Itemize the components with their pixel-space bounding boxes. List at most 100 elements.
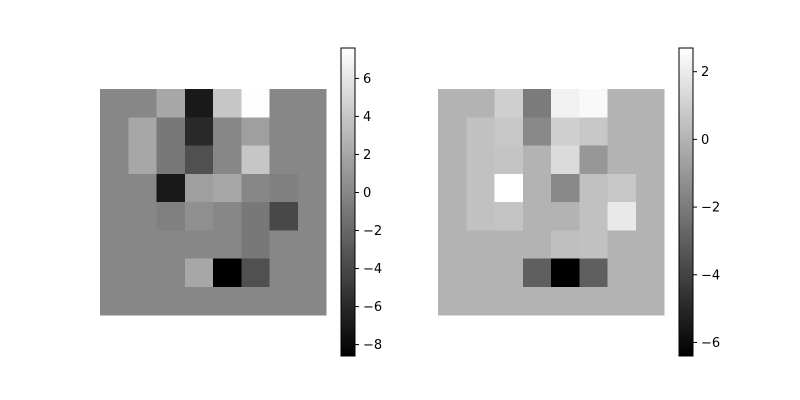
heatmap-cell — [635, 286, 665, 316]
colorbar-tick-label: 0 — [701, 133, 709, 148]
colorbar-tick-label: 2 — [363, 148, 371, 163]
heatmap-cell — [241, 202, 270, 231]
heatmap-cell — [438, 230, 467, 259]
heatmap-cell — [466, 258, 495, 288]
heatmap-cell — [494, 230, 524, 259]
heatmap-cell — [213, 145, 242, 175]
heatmap-cell — [494, 286, 524, 316]
heatmap-cell — [128, 173, 157, 203]
colorbar-right: −6 −4 −2 0 2 — [678, 47, 720, 357]
heatmap-cell — [466, 173, 495, 203]
heatmap-cell — [579, 145, 608, 175]
heatmap-cell — [100, 286, 129, 316]
heatmap-cell — [269, 117, 299, 146]
colorbar-tick-label: −4 — [701, 268, 720, 283]
heatmap-cell — [269, 202, 299, 231]
heatmap-cell — [607, 173, 637, 203]
heatmap-cell — [213, 286, 242, 316]
colorbar-tick-label: 2 — [701, 65, 709, 80]
heatmap-cell — [438, 173, 467, 203]
heatmap-cell — [522, 89, 552, 118]
heatmap-cell — [494, 117, 524, 146]
colorbar-tick-label: −2 — [701, 201, 720, 216]
heatmap-cell — [579, 117, 608, 146]
heatmap-cell — [635, 145, 665, 175]
heatmap-cell — [269, 89, 299, 118]
heatmap-cell — [297, 117, 327, 146]
heatmap-cell — [297, 258, 327, 288]
heatmap-cell — [128, 258, 157, 288]
heatmap-cell — [128, 202, 157, 231]
heatmap-cell — [156, 173, 186, 203]
colorbar-tick-label: −8 — [363, 338, 382, 353]
heatmap-cell — [438, 202, 467, 231]
colorbar-tick-label: −6 — [363, 300, 382, 315]
heatmap-cell — [184, 117, 214, 146]
heatmap-cell — [635, 258, 665, 288]
colorbar-tick-label: −4 — [363, 262, 382, 277]
heatmap-cell — [551, 286, 580, 316]
heatmap-cell — [184, 230, 214, 259]
heatmap-cell — [551, 117, 580, 146]
heatmap-cell — [297, 89, 327, 118]
heatmap-cell — [297, 286, 327, 316]
heatmap-cell — [297, 145, 327, 175]
colorbar-tick-label: 4 — [363, 110, 371, 125]
heatmap-cell — [269, 230, 299, 259]
colorbar-tick-label: 0 — [363, 186, 371, 201]
heatmap-cell — [241, 145, 270, 175]
heatmap-cell — [522, 286, 552, 316]
heatmap-right — [438, 89, 665, 316]
heatmap-cell — [241, 230, 270, 259]
heatmap-cell — [551, 258, 580, 288]
heatmap-cell — [579, 173, 608, 203]
heatmap-cell — [213, 89, 242, 118]
heatmap-cell — [269, 258, 299, 288]
heatmap-cell — [184, 202, 214, 231]
heatmap-cell — [269, 173, 299, 203]
heatmap-cell — [607, 89, 637, 118]
heatmap-cell — [466, 89, 495, 118]
heatmap-cell — [551, 230, 580, 259]
heatmap-cell — [494, 258, 524, 288]
heatmap-cell — [522, 230, 552, 259]
heatmap-cell — [156, 230, 186, 259]
heatmap-cell — [635, 173, 665, 203]
heatmap-cell — [156, 258, 186, 288]
heatmap-cell — [635, 202, 665, 231]
heatmap-cell — [607, 286, 637, 316]
heatmap-cell — [438, 286, 467, 316]
heatmap-cell — [100, 258, 129, 288]
heatmap-cell — [522, 173, 552, 203]
heatmap-cell — [184, 286, 214, 316]
heatmap-cell — [438, 89, 467, 118]
heatmap-cell — [100, 173, 129, 203]
heatmap-cell — [551, 173, 580, 203]
heatmap-cell — [297, 202, 327, 231]
heatmap-cell — [607, 145, 637, 175]
heatmap-cell — [438, 258, 467, 288]
colorbar-gradient — [340, 47, 356, 357]
heatmap-cell — [241, 173, 270, 203]
heatmap-cell — [100, 117, 129, 146]
heatmap-cell — [607, 258, 637, 288]
heatmap-cell — [579, 202, 608, 231]
heatmap-cell — [100, 89, 129, 118]
heatmap-cell — [128, 230, 157, 259]
colorbar-left: −8 −6 −4 −2 0 2 4 6 — [340, 47, 382, 357]
heatmap-cell — [579, 89, 608, 118]
heatmap-cell — [494, 202, 524, 231]
heatmap-cell — [522, 145, 552, 175]
heatmap-cell — [466, 145, 495, 175]
heatmap-cell — [438, 145, 467, 175]
heatmap-cell — [213, 258, 242, 288]
heatmap-cell — [466, 117, 495, 146]
colorbar-tick-label: −2 — [363, 224, 382, 239]
heatmap-cell — [241, 286, 270, 316]
heatmap-cell — [297, 230, 327, 259]
heatmap-cell — [128, 117, 157, 146]
heatmap-cell — [213, 202, 242, 231]
heatmap-cell — [156, 117, 186, 146]
heatmap-cell — [522, 117, 552, 146]
colorbar-tick-label: 6 — [363, 72, 371, 87]
